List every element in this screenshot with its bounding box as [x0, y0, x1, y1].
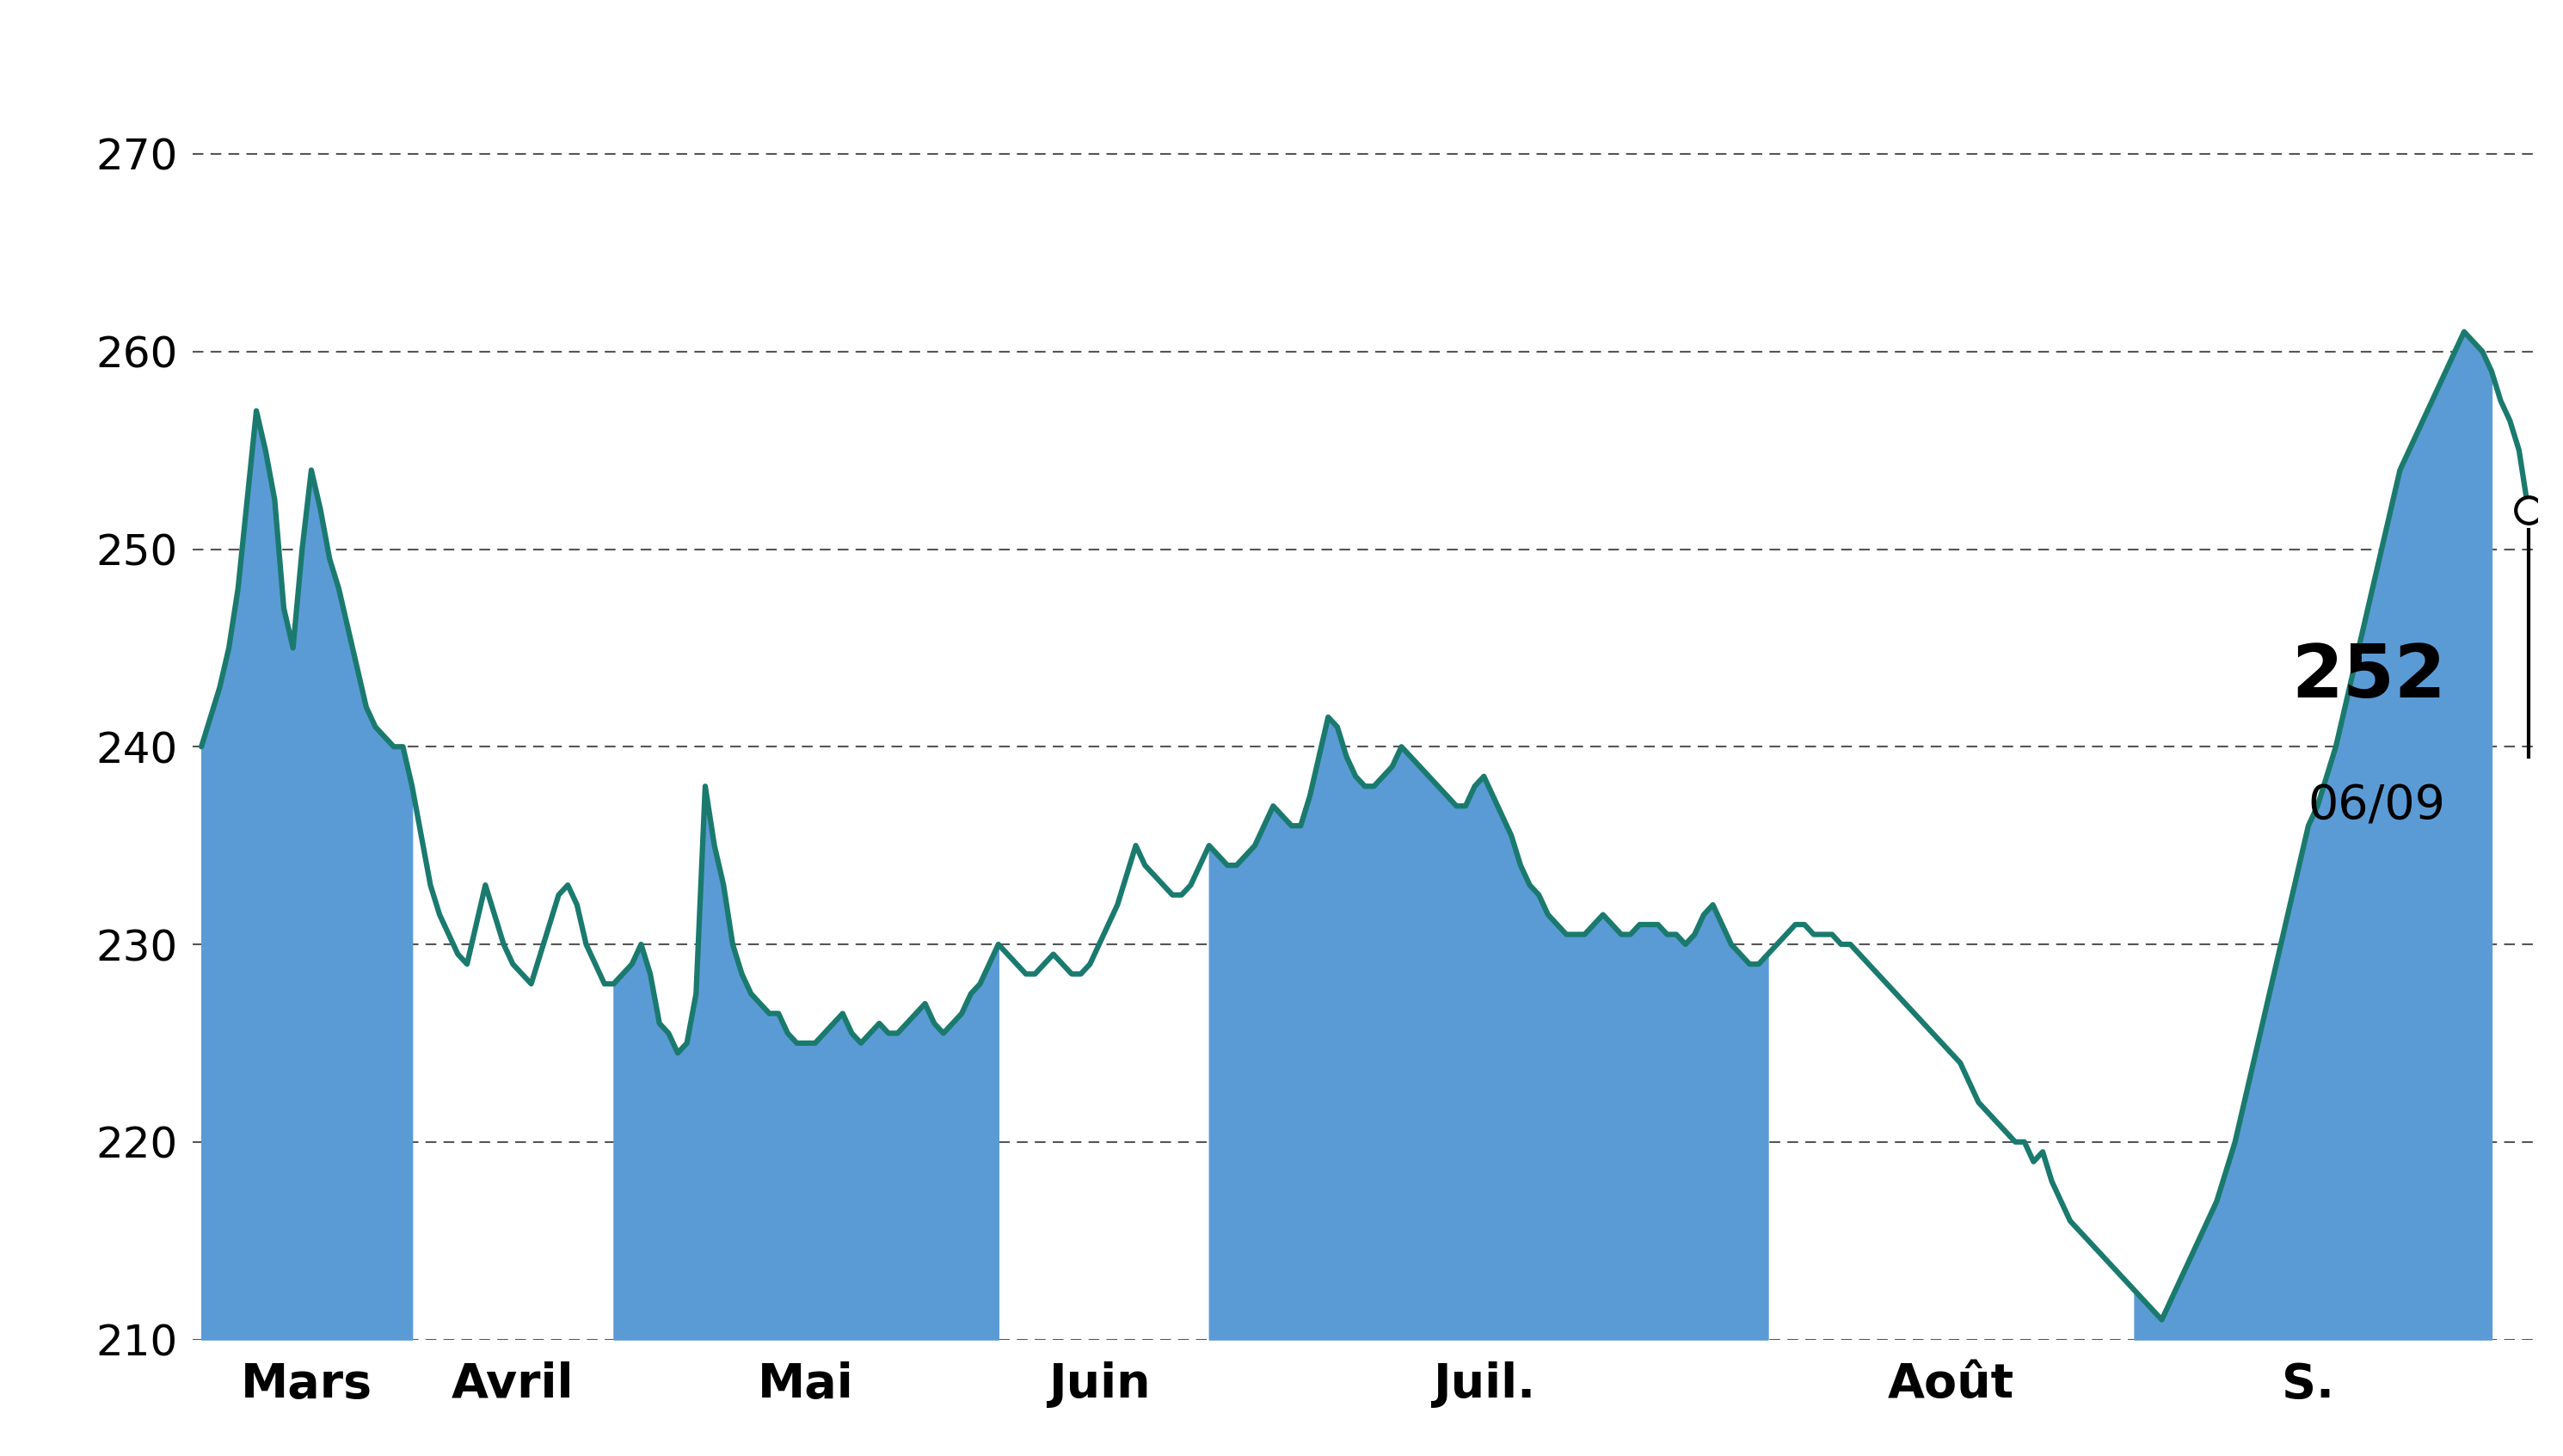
Text: Hannover Rueck SE: Hannover Rueck SE: [810, 13, 1753, 96]
Text: 252: 252: [2291, 642, 2445, 713]
Text: 06/09: 06/09: [2309, 783, 2445, 830]
